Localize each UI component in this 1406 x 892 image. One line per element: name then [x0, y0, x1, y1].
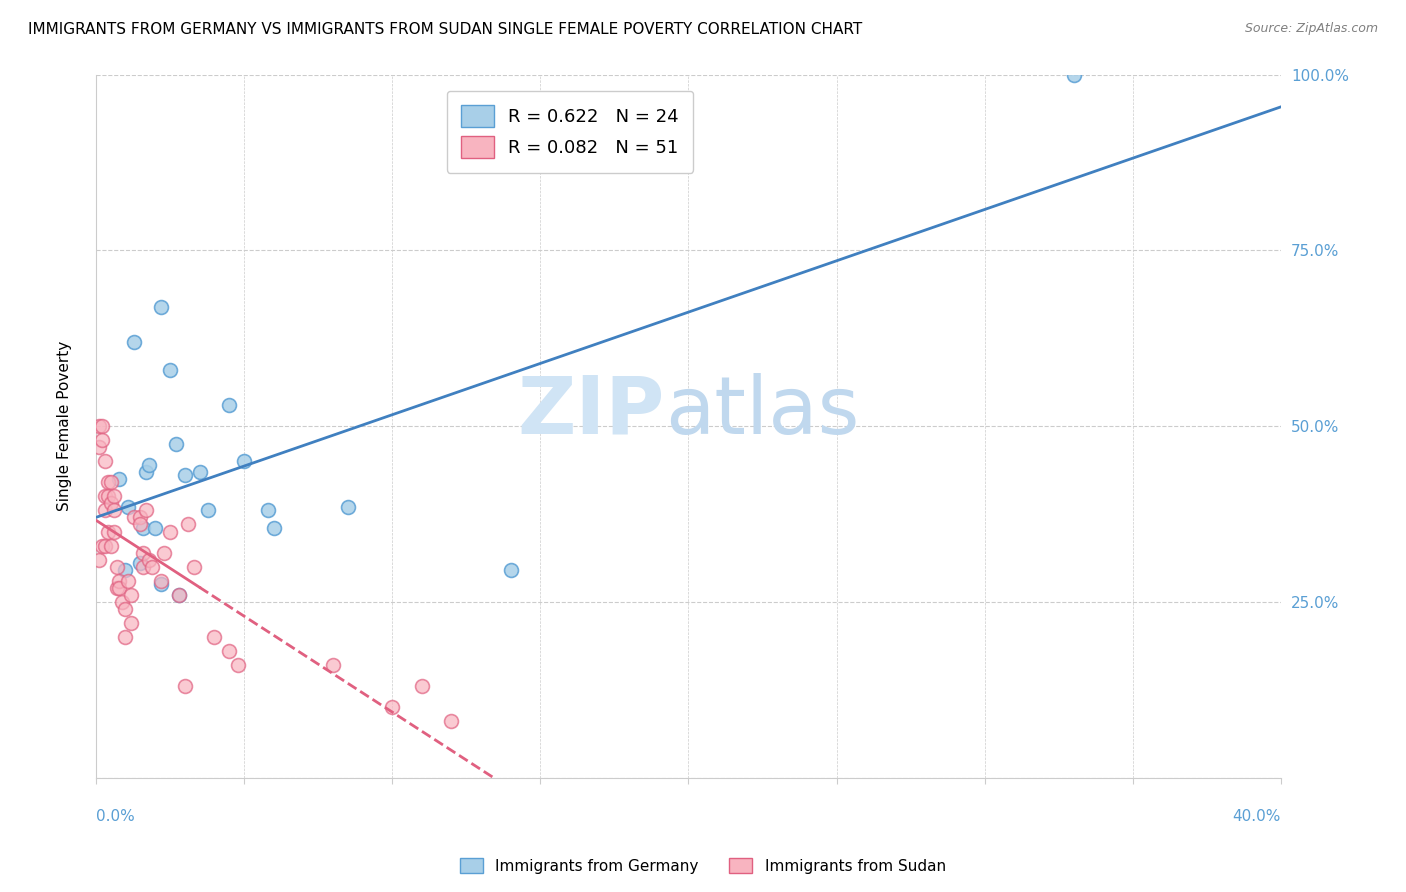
Point: [93, 503, 115, 517]
Point: [132, 559, 155, 574]
Point: [97, 524, 120, 539]
Point: [117, 500, 139, 514]
Point: [114, 630, 136, 644]
Point: [183, 559, 205, 574]
Text: 0.0%: 0.0%: [96, 809, 135, 824]
Point: [103, 524, 125, 539]
Point: [1063, 68, 1085, 82]
Point: [165, 436, 187, 450]
Point: [149, 577, 172, 591]
Point: [233, 454, 256, 468]
Text: ZIP: ZIP: [517, 373, 665, 451]
Point: [381, 700, 404, 714]
Point: [114, 602, 136, 616]
Point: [218, 644, 240, 658]
Point: [202, 630, 225, 644]
Point: [173, 468, 195, 483]
Point: [108, 581, 131, 595]
Point: [138, 458, 160, 472]
Text: atlas: atlas: [665, 373, 859, 451]
Point: [167, 588, 190, 602]
Point: [105, 559, 128, 574]
Point: [120, 588, 142, 602]
Point: [188, 465, 211, 479]
Point: [111, 595, 134, 609]
Point: [100, 496, 122, 510]
Point: [87, 552, 110, 566]
Point: [108, 574, 131, 588]
Point: [149, 300, 172, 314]
Point: [153, 546, 176, 560]
Point: [100, 475, 122, 490]
Point: [129, 510, 152, 524]
Point: [411, 679, 433, 693]
Point: [226, 658, 249, 673]
Point: [440, 714, 463, 729]
Point: [499, 563, 522, 577]
Point: [138, 552, 160, 566]
Legend: Immigrants from Germany, Immigrants from Sudan: Immigrants from Germany, Immigrants from…: [454, 852, 952, 880]
Point: [322, 658, 344, 673]
Point: [143, 521, 166, 535]
Point: [117, 574, 139, 588]
Point: [159, 363, 181, 377]
Point: [90, 433, 112, 447]
Point: [114, 563, 136, 577]
Point: [93, 489, 115, 503]
Text: IMMIGRANTS FROM GERMANY VS IMMIGRANTS FROM SUDAN SINGLE FEMALE POVERTY CORRELATI: IMMIGRANTS FROM GERMANY VS IMMIGRANTS FR…: [28, 22, 862, 37]
Y-axis label: Single Female Poverty: Single Female Poverty: [58, 341, 72, 511]
Point: [129, 517, 152, 532]
Point: [120, 615, 142, 630]
Point: [90, 419, 112, 434]
Point: [93, 539, 115, 553]
Point: [173, 679, 195, 693]
Text: Source: ZipAtlas.com: Source: ZipAtlas.com: [1244, 22, 1378, 36]
Point: [132, 521, 155, 535]
Point: [256, 503, 278, 517]
Text: 40.0%: 40.0%: [1233, 809, 1281, 824]
Point: [176, 517, 198, 532]
Point: [103, 503, 125, 517]
Point: [90, 539, 112, 553]
Point: [149, 574, 172, 588]
Point: [108, 472, 131, 486]
Point: [218, 398, 240, 412]
Point: [135, 465, 157, 479]
Point: [129, 556, 152, 570]
Point: [100, 539, 122, 553]
Point: [141, 559, 163, 574]
Point: [167, 588, 190, 602]
Point: [263, 521, 285, 535]
Point: [97, 489, 120, 503]
Point: [124, 510, 146, 524]
Point: [97, 475, 120, 490]
Legend: R = 0.622   N = 24, R = 0.082   N = 51: R = 0.622 N = 24, R = 0.082 N = 51: [447, 91, 693, 172]
Point: [87, 419, 110, 434]
Point: [105, 581, 128, 595]
Point: [93, 454, 115, 468]
Point: [135, 503, 157, 517]
Point: [124, 334, 146, 349]
Point: [87, 440, 110, 454]
Point: [132, 546, 155, 560]
Point: [336, 500, 359, 514]
Point: [159, 524, 181, 539]
Point: [103, 489, 125, 503]
Point: [197, 503, 219, 517]
